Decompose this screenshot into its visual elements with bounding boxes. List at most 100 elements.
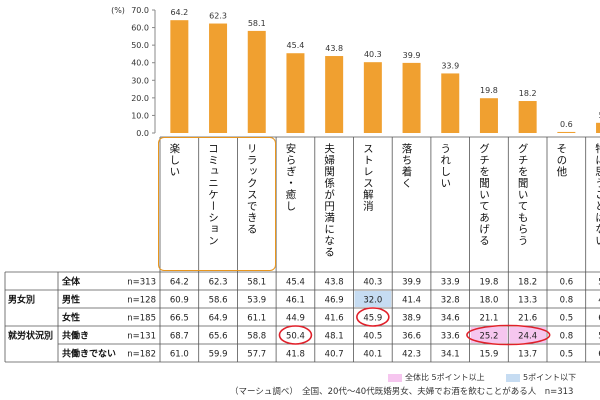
y-tick-label: 20.0	[131, 94, 149, 103]
y-tick-label: 10.0	[131, 111, 149, 120]
legend-low-swatch	[506, 373, 520, 382]
cell-value: 5.3	[598, 332, 600, 342]
y-tick-label: 0.0	[136, 129, 149, 138]
cell-value: 65.6	[209, 332, 228, 342]
cell-value: 68.7	[170, 332, 189, 342]
cell-value: 0.8	[560, 296, 574, 306]
category-label: うれしい	[439, 143, 452, 189]
cell-value: 13.7	[518, 350, 537, 360]
circle-mark	[466, 324, 551, 346]
cell-value: 0.5	[560, 314, 574, 324]
row-n: n=313	[127, 278, 156, 288]
bar	[479, 98, 498, 133]
cell-value: 0.6	[560, 278, 574, 288]
category-label: 安らぎ・癒し	[284, 143, 297, 212]
bar	[286, 53, 305, 133]
bar-value-label: 19.8	[480, 86, 498, 95]
cell-value: 50.4	[286, 332, 305, 342]
legend-high-label: 全体比 5ポイント以上	[405, 373, 485, 382]
crosstab-table: 全体 n=313 64.2 62.3 58.1 45.4 43.8 40.3 39.9 33.9 1…	[4, 136, 600, 363]
bar-value-label: 33.9	[441, 61, 459, 70]
cell-value: 40.5	[363, 332, 382, 342]
bar-value-label: 43.8	[325, 44, 343, 53]
highlight-cell	[470, 327, 508, 343]
bar-value-label: 18.2	[519, 89, 537, 98]
cell-value: 57.7	[247, 350, 266, 360]
y-tick-label: 70.0	[131, 6, 149, 15]
bar-series: 64.2 62.3 58.1 45.4 43.8 40.3 39.9 33.9 19.8 18.2…	[170, 8, 600, 134]
cell-value: 62.3	[209, 278, 228, 288]
cell-value: 5.8	[598, 278, 600, 288]
highlight-cell	[509, 327, 546, 343]
cell-value: 34.6	[441, 314, 460, 324]
row-label: 男性	[62, 294, 80, 306]
cell-value: 13.3	[518, 296, 537, 306]
row-label: 共働き	[62, 330, 89, 342]
row-n: n=185	[127, 314, 156, 324]
cell-value: 0.8	[560, 332, 574, 342]
cell-value: 66.5	[170, 314, 189, 324]
cell-value: 21.1	[479, 314, 498, 324]
cell-value: 48.1	[325, 332, 344, 342]
highlight-top3-box	[158, 137, 276, 271]
y-tick-label: 50.0	[131, 41, 149, 50]
cell-value: 61.1	[247, 314, 266, 324]
cell-value: 59.9	[209, 350, 228, 360]
row-n: n=128	[127, 296, 156, 306]
cell-value: 18.2	[518, 278, 537, 288]
category-label: 特に思うことはない	[594, 143, 600, 247]
bar	[170, 20, 189, 133]
cell-value: 46.9	[325, 296, 344, 306]
cell-value: 39.9	[402, 278, 421, 288]
cell-value: 58.8	[247, 332, 266, 342]
row-label: 全体	[61, 276, 81, 288]
legend-high: 全体比 5ポイント以上	[388, 372, 485, 383]
row-group-label: 男女別	[8, 294, 35, 306]
bar	[557, 131, 576, 133]
bar	[596, 122, 600, 133]
row-label: 共働きでない	[62, 348, 116, 360]
cell-value: 33.6	[441, 332, 460, 342]
bar-value-label: 58.1	[248, 19, 266, 28]
cell-value: 60.9	[170, 296, 189, 306]
cell-value: 6.5	[598, 314, 600, 324]
cell-value: 41.6	[325, 314, 344, 324]
category-label: グチを聞いてあげる	[477, 143, 490, 247]
cell-value: 0.5	[560, 350, 574, 360]
cell-value: 36.6	[402, 332, 421, 342]
cell-value: 42.3	[402, 350, 421, 360]
cell-value: 40.3	[363, 278, 382, 288]
cell-value: 15.9	[479, 350, 498, 360]
cell-value: 32.0	[363, 296, 382, 306]
category-label: 夫婦関係が円満になる	[323, 143, 336, 258]
cell-value: 24.4	[518, 332, 537, 342]
row-label: 女性	[62, 312, 80, 324]
cell-value: 4.7	[598, 296, 600, 306]
cell-value: 33.9	[441, 278, 460, 288]
row-n: n=131	[127, 332, 156, 342]
highlight-cell	[354, 291, 392, 307]
bar	[209, 23, 228, 134]
bar-value-label: 62.3	[209, 12, 227, 21]
y-tick-label: 40.0	[131, 59, 149, 68]
y-tick-label: 60.0	[131, 24, 149, 33]
category-label: コミュニケーション	[207, 143, 220, 247]
bar-value-label: 64.2	[170, 8, 188, 17]
circle-mark	[278, 325, 313, 345]
cell-value: 58.1	[247, 278, 266, 288]
cell-value: 43.8	[325, 278, 344, 288]
cell-value: 18.0	[479, 296, 498, 306]
circle-mark	[356, 307, 390, 327]
cell-value: 58.6	[209, 296, 228, 306]
cell-value: 64.2	[170, 278, 189, 288]
row-group-label: 就労状況別	[8, 330, 53, 342]
category-label: リラックスできる	[245, 143, 258, 235]
bar	[325, 56, 344, 134]
legend-high-swatch	[388, 373, 402, 382]
y-axis: 0.0 10.0 20.0 30.0 40.0 50.0 60.0 70.0 (%)	[111, 6, 156, 138]
cell-value: 25.2	[479, 332, 498, 342]
cell-value: 44.9	[286, 314, 305, 324]
bar-value-label: 39.9	[403, 51, 421, 60]
y-tick-label: 30.0	[131, 76, 149, 85]
cell-value: 32.8	[441, 296, 460, 306]
